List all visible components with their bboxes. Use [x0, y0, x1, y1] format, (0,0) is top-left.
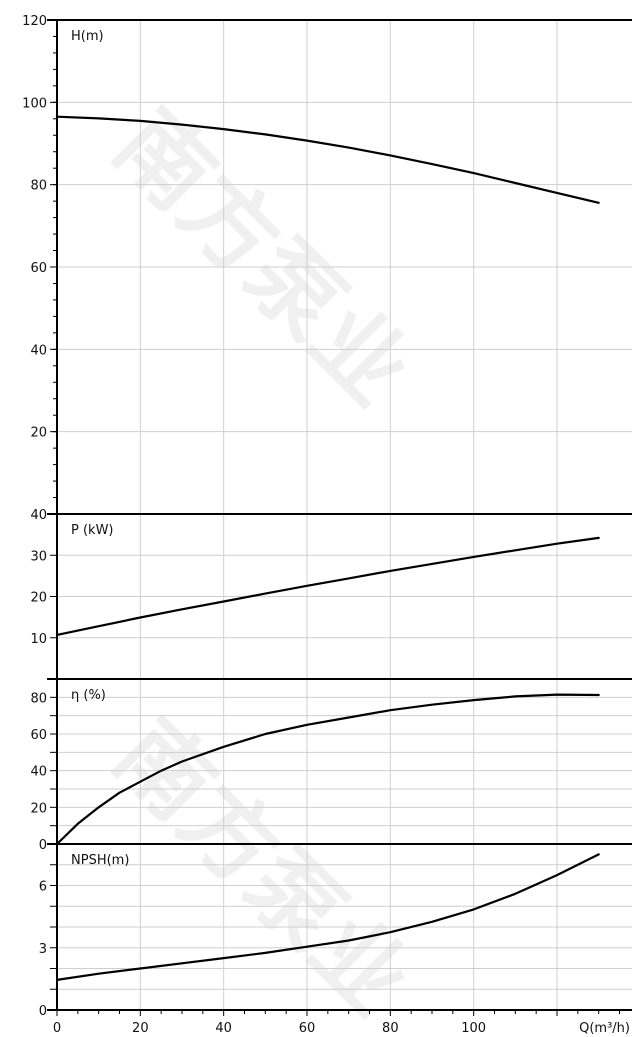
- power-y-tick-label: 10: [30, 632, 47, 647]
- efficiency-y-tick-label: 0: [39, 838, 47, 853]
- x-tick-label: 0: [53, 1021, 61, 1036]
- x-tick-label: 60: [299, 1021, 316, 1036]
- efficiency-y-tick-label: 40: [30, 765, 47, 780]
- watermark-text: 南方泵业: [94, 700, 430, 1036]
- head-y-tick-label: 20: [30, 426, 47, 441]
- power-y-tick-label: 20: [30, 591, 47, 606]
- power-panel-label: P (kW): [71, 523, 114, 538]
- x-tick-label: 40: [215, 1021, 232, 1036]
- grid-lines: [57, 20, 632, 1010]
- npsh-panel-label: NPSH(m): [71, 853, 129, 868]
- head-curve: [55, 115, 600, 204]
- x-tick-label: 80: [382, 1021, 399, 1036]
- head-y-tick-label: 80: [30, 179, 47, 194]
- head-y-tick-label: 100: [22, 96, 47, 111]
- efficiency-y-tick-label: 60: [30, 728, 47, 743]
- head-y-tick-label: 60: [30, 261, 47, 276]
- head-panel-label: H(m): [71, 29, 104, 44]
- axes: [47, 19, 632, 1016]
- power-y-tick-label: 40: [30, 508, 47, 523]
- efficiency-panel-label: η (%): [71, 688, 106, 703]
- power-curve: [55, 536, 600, 636]
- head-y-tick-label: 120: [22, 14, 47, 29]
- x-axis-label: Q(m³/h): [579, 1021, 630, 1036]
- npsh-y-tick-label: 0: [39, 1004, 47, 1019]
- efficiency-y-tick-label: 80: [30, 691, 47, 706]
- watermark-text: 南方泵业: [94, 90, 430, 426]
- efficiency-y-tick-label: 20: [30, 801, 47, 816]
- x-tick-label: 100: [461, 1021, 486, 1036]
- head-y-tick-label: 40: [30, 343, 47, 358]
- x-tick-label: 20: [132, 1021, 149, 1036]
- curves: [55, 115, 600, 981]
- npsh-y-tick-label: 6: [39, 880, 47, 895]
- efficiency-curve: [55, 693, 600, 846]
- power-y-tick-label: 30: [30, 549, 47, 564]
- npsh-y-tick-label: 3: [39, 942, 47, 957]
- npsh-curve: [55, 853, 600, 981]
